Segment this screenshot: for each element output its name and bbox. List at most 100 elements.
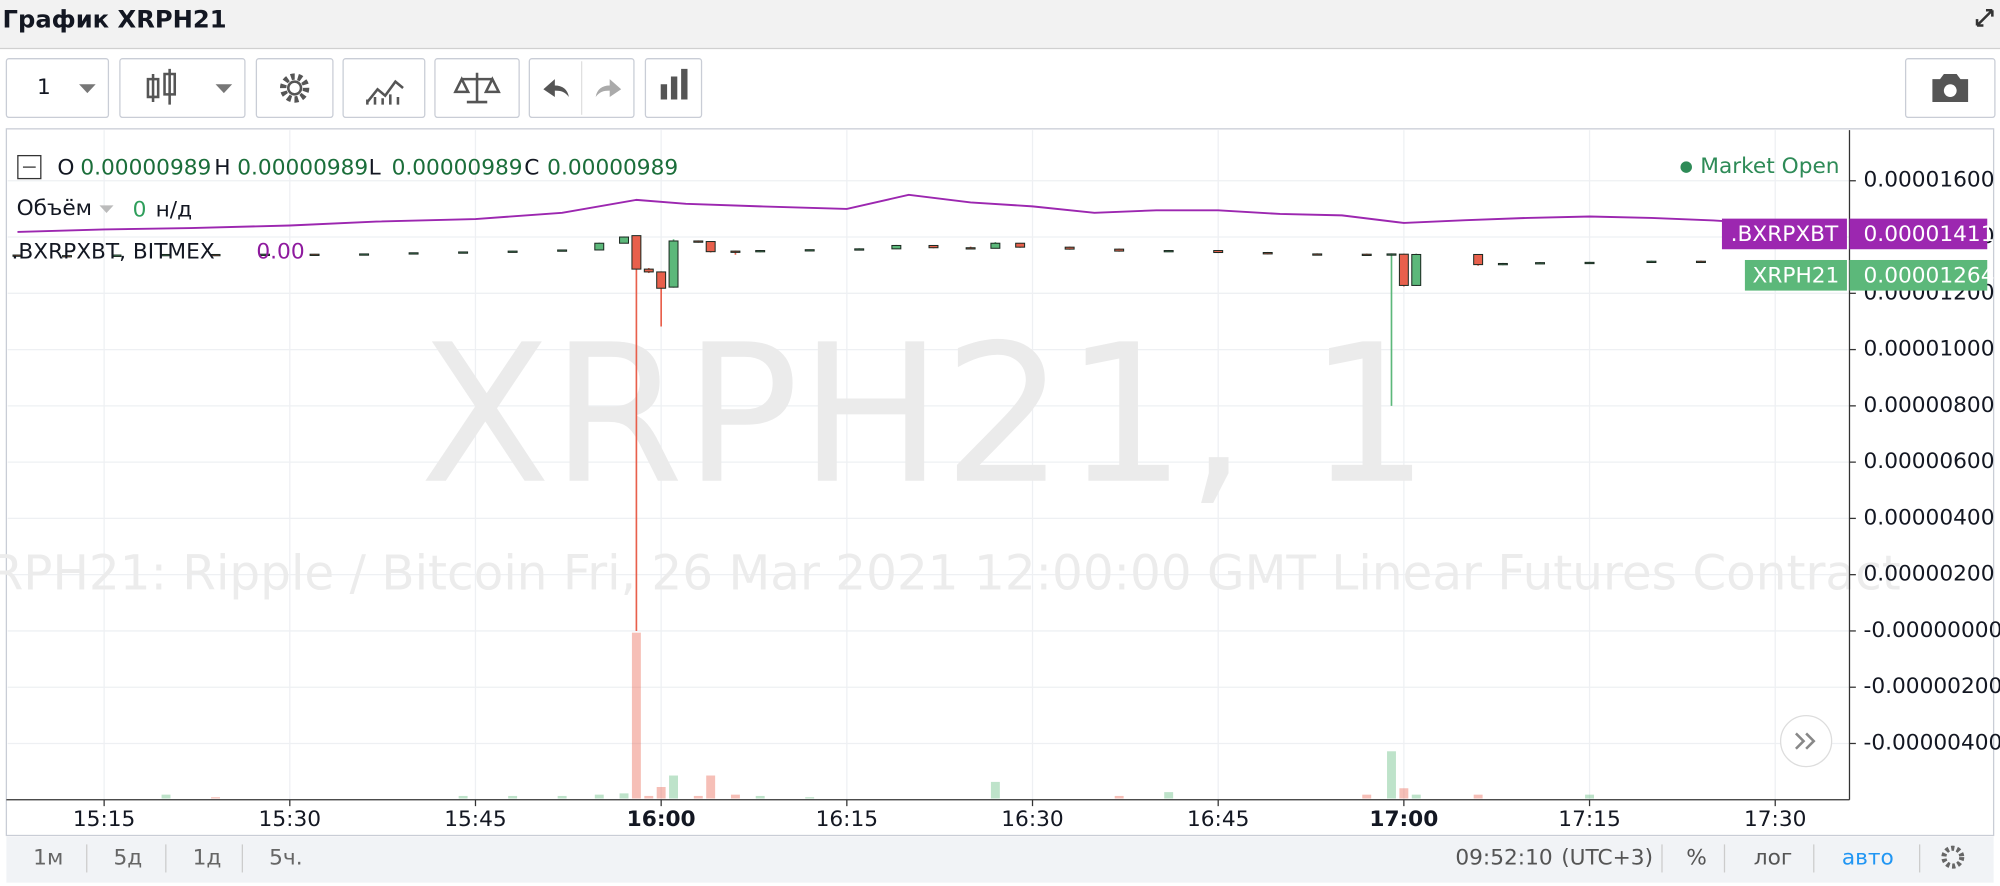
candle-body (854, 248, 865, 251)
candle-body (965, 247, 976, 250)
candle-body (1473, 253, 1484, 266)
volume-bar (693, 795, 703, 799)
header-bar (0, 0, 2000, 49)
candle-body (1535, 262, 1546, 265)
market-status: Market Open (1700, 154, 1839, 179)
volume-bar (990, 781, 1000, 799)
price-label-value-text: 0.00001264 (1864, 264, 1995, 289)
y-tick-label: 0.00000800 (1864, 393, 1995, 418)
candle-body (631, 235, 642, 270)
y-tick-label: -0.00000000 (1864, 618, 2000, 643)
ohlc-value: 0.00000989 (392, 155, 523, 180)
candle-body (1262, 251, 1273, 255)
candle-body (1386, 253, 1397, 256)
ohlc-label: O (57, 155, 74, 180)
ohlc-value: 0.00000989 (237, 155, 368, 180)
timezone[interactable]: (UTC+3) (1561, 845, 1653, 870)
volume-bar (161, 794, 171, 799)
price-label-name-bg (1721, 218, 1847, 250)
gear-icon-core (286, 80, 303, 96)
range-button[interactable]: 5д (114, 845, 143, 870)
x-tick-label: 16:45 (1187, 807, 1249, 832)
x-tick-label: 15:30 (259, 807, 321, 832)
candle-body (12, 254, 23, 257)
series-line (17, 193, 1825, 235)
y-tick-label: 0.00001600 (1864, 168, 1995, 193)
candle-body (1114, 248, 1125, 252)
dropdown-arrow (215, 84, 233, 94)
candle-body (804, 249, 815, 252)
volume-bar (1585, 794, 1595, 799)
candle-body (260, 253, 271, 256)
candle-body (891, 244, 902, 250)
camera-lens (1943, 84, 1957, 97)
y-tick-label: 0.00000600 (1864, 449, 1995, 474)
candle-body (1312, 253, 1323, 256)
watermark-subtitle: XRPH21: Ripple / Bitcoin Fri, 26 Mar 202… (0, 546, 1901, 602)
candle-body (507, 250, 518, 253)
volume-bar (1411, 794, 1421, 799)
compare-value: 0.00 (256, 240, 304, 265)
candle-body (1695, 260, 1706, 264)
candle-body (1411, 253, 1422, 286)
status-dot (1680, 161, 1692, 173)
candle-body (557, 249, 568, 252)
volume-bar (594, 794, 604, 799)
volume-bar (631, 632, 641, 799)
interval-button[interactable] (5, 58, 110, 119)
toolbar: 1 (5, 58, 1996, 119)
volume-bar (211, 797, 220, 799)
x-tick-label: 16:15 (816, 807, 878, 832)
price-label-name-bg (1744, 259, 1847, 291)
volume-bar (730, 794, 740, 799)
legend: O 0.00000989 H 0.00000989 L 0.00000989 C… (11, 154, 1839, 264)
indicators-button[interactable] (342, 58, 426, 119)
percent-toggle[interactable]: % (1686, 845, 1707, 870)
x-tick-label: 16:00 (627, 807, 696, 832)
y-tick-label: -0.00000200 (1864, 674, 2000, 699)
volume-bar (1114, 795, 1124, 799)
candle-body (928, 244, 939, 249)
scroll-to-end[interactable] (1779, 714, 1833, 768)
candle-body (359, 253, 370, 256)
candle-body (755, 250, 766, 253)
candle-body (1361, 253, 1372, 256)
x-tick-label: 17:00 (1369, 807, 1438, 832)
volume-bar (458, 795, 468, 799)
scroll-icon (1795, 732, 1816, 750)
volume-bar (1362, 794, 1372, 799)
volume-bar (644, 795, 654, 799)
footer: 1м 5д 1д 5ч. 09:52:10 (UTC+3) % лог авто (6, 836, 1994, 883)
candle-body (730, 250, 741, 253)
volume-bar (1473, 794, 1483, 799)
candles-icon (146, 68, 177, 105)
settings-icon[interactable] (1941, 845, 1965, 869)
price-label-value (1849, 259, 1988, 291)
range-button[interactable]: 5ч. (269, 845, 302, 870)
range-button[interactable]: 1м (33, 845, 63, 870)
price-label-value-text: 0.00001411 (1864, 222, 1995, 247)
log-toggle[interactable]: лог (1754, 845, 1793, 870)
x-tick-label: 15:15 (73, 807, 135, 832)
volume-bar (656, 787, 666, 799)
candle-body (668, 240, 679, 288)
clock: 09:52:10 (1455, 845, 1552, 870)
settings-button[interactable] (255, 58, 334, 119)
candle-body (1398, 253, 1409, 286)
collapse-button[interactable] (1975, 8, 1994, 27)
volume-bar (1164, 792, 1174, 799)
volume-bar (706, 775, 716, 799)
volume-bar (755, 795, 765, 799)
candle-body (990, 242, 1001, 249)
auto-toggle[interactable]: авто (1842, 845, 1894, 870)
compare-label: .BXRPXBT, BITMEX (11, 240, 214, 265)
chart-style-button[interactable] (119, 58, 246, 119)
candle-body (705, 241, 716, 253)
x-tick-label: 16:30 (1001, 807, 1063, 832)
volume-bar (557, 795, 567, 799)
candle-body (1213, 250, 1224, 254)
range-button[interactable]: 1д (193, 845, 222, 870)
candle-body (111, 254, 122, 257)
dropdown-arrow (99, 205, 114, 214)
